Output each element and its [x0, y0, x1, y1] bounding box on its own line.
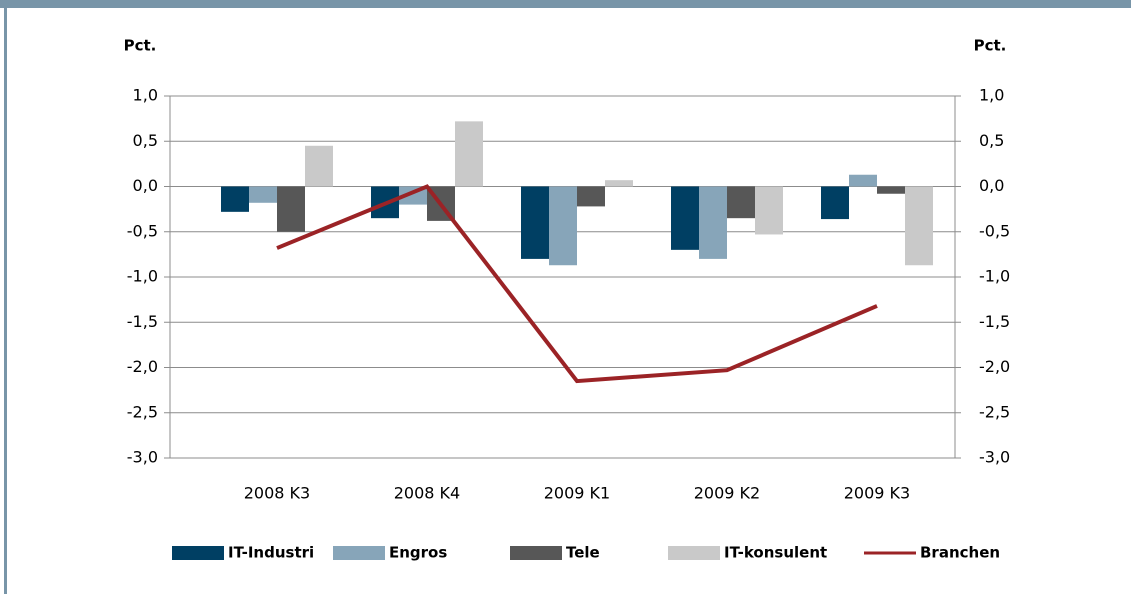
legend-label: IT-Industri	[228, 544, 314, 562]
y2-tick-label: 1,0	[979, 86, 1004, 105]
legend-swatch	[510, 546, 562, 560]
x-tick-label: 2009 K2	[694, 484, 760, 503]
y2-tick-label: -0,5	[979, 221, 1010, 240]
header-band	[0, 0, 1131, 8]
x-tick-label: 2009 K3	[844, 484, 910, 503]
y-tick-label: 1,0	[133, 86, 158, 105]
legend-swatch	[172, 546, 224, 560]
bar	[549, 186, 577, 266]
x-tick-label: 2008 K3	[244, 484, 310, 503]
bar	[755, 186, 783, 235]
bar	[221, 186, 249, 212]
y-tick-label: 0,5	[133, 131, 158, 150]
y-tick-label: -2,5	[127, 402, 158, 421]
bar	[727, 186, 755, 219]
y2-tick-label: -1,5	[979, 312, 1010, 331]
bar	[605, 180, 633, 187]
y-tick-label: -0,5	[127, 221, 158, 240]
x-tick-label: 2009 K1	[544, 484, 610, 503]
bar	[455, 121, 483, 187]
y-tick-label: 0,0	[133, 176, 158, 195]
bar	[521, 186, 549, 259]
bar	[577, 186, 605, 207]
bar	[305, 145, 333, 187]
x-tick-label: 2008 K4	[394, 484, 460, 503]
legend-label: Branchen	[920, 544, 1000, 562]
y-tick-label: -3,0	[127, 448, 158, 467]
y-tick-label: -1,0	[127, 267, 158, 286]
bar	[821, 186, 849, 220]
bar	[877, 186, 905, 194]
line	[276, 184, 878, 384]
legend-label: IT-konsulent	[724, 544, 827, 562]
y-axis-label: Pct.	[124, 37, 157, 55]
y2-axis-label: Pct.	[974, 37, 1007, 55]
y2-tick-label: -2,0	[979, 357, 1010, 376]
legend-label: Engros	[389, 544, 447, 562]
bar	[671, 186, 699, 250]
y-tick-label: -1,5	[127, 312, 158, 331]
bar	[249, 186, 277, 203]
bar	[699, 186, 727, 259]
frame-left	[4, 0, 7, 594]
y2-tick-label: -2,5	[979, 402, 1010, 421]
y-tick-label: -2,0	[127, 357, 158, 376]
legend-swatch	[668, 546, 720, 560]
legend-swatch	[333, 546, 385, 560]
y2-tick-label: 0,5	[979, 131, 1004, 150]
y2-tick-label: -3,0	[979, 448, 1010, 467]
y2-tick-label: -1,0	[979, 267, 1010, 286]
bar	[905, 186, 933, 266]
bar	[849, 174, 877, 187]
bar	[277, 186, 305, 232]
y2-tick-label: 0,0	[979, 176, 1004, 195]
legend-label: Tele	[566, 544, 600, 562]
